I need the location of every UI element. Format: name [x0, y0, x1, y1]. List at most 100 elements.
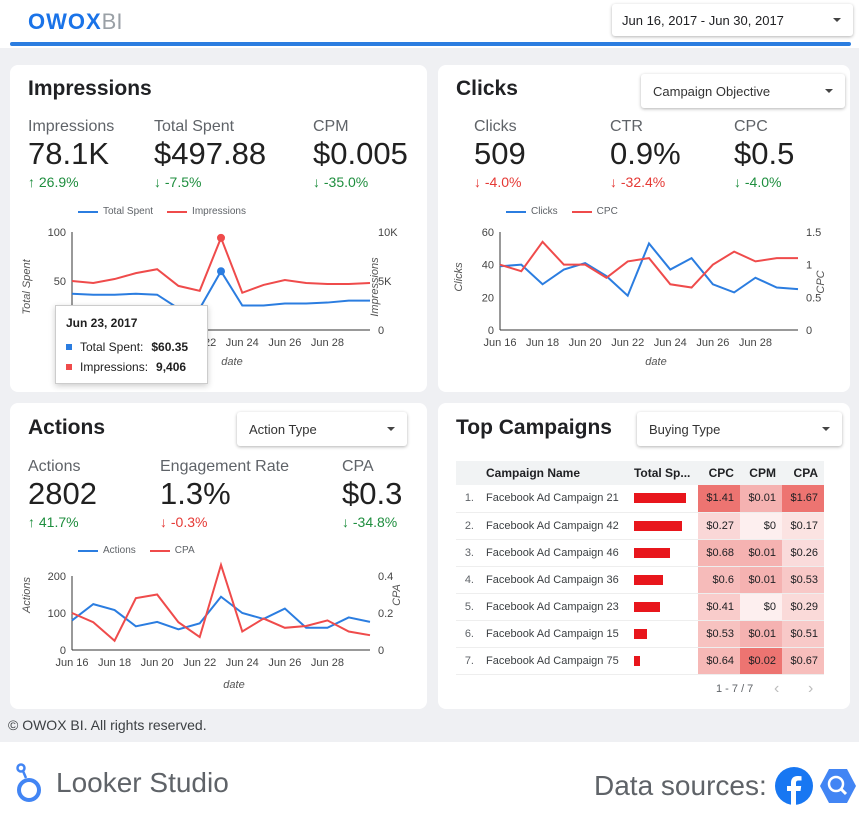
- legend-swatch: [167, 210, 188, 213]
- campaign-name: Facebook Ad Campaign 36: [478, 566, 634, 594]
- x-tick-label: Jun 20: [141, 657, 174, 669]
- total-spent-cell: [633, 539, 698, 567]
- total-spent-bar: [633, 520, 682, 531]
- col-campaign-name[interactable]: Campaign Name: [456, 461, 634, 485]
- y-tick-label: 100: [48, 227, 66, 239]
- campaign-name: Facebook Ad Campaign 42: [478, 512, 634, 540]
- x-tick-label: Jun 24: [654, 337, 687, 349]
- chevron-down-icon: [822, 427, 830, 431]
- facebook-icon: [775, 767, 813, 805]
- cpc-cell: $1.41: [697, 485, 740, 513]
- x-tick-label: Jun 26: [268, 657, 301, 669]
- col-cpm[interactable]: CPM: [739, 461, 782, 485]
- total-spent-bar: [633, 547, 671, 558]
- col-total-spent[interactable]: Total Sp...: [633, 461, 698, 485]
- x-tick-label: Jun 16: [55, 657, 88, 669]
- cpa-cell: $1.67: [781, 485, 824, 513]
- y2-tick-label: 0: [378, 645, 384, 657]
- y-axis-title: Actions: [21, 576, 33, 614]
- highlight-point: [217, 233, 225, 242]
- total-spent-cell: [633, 485, 698, 513]
- total-spent-bar: [633, 601, 660, 612]
- y-tick-label: 20: [482, 292, 494, 304]
- prev-page-icon[interactable]: ‹: [774, 680, 780, 697]
- series-line-cpc: [499, 240, 798, 289]
- clicks-legend: Clicks CPC: [506, 206, 618, 217]
- legend-swatch: [149, 549, 170, 552]
- cpa-cell: $0.17: [781, 512, 824, 540]
- campaign-objective-dropdown[interactable]: Campaign Objective: [641, 74, 845, 108]
- series-line-impressions: [71, 235, 371, 295]
- total-spent-cell: [633, 566, 698, 594]
- col-cpa[interactable]: CPA: [781, 461, 824, 485]
- cpa-cell: $0.29: [781, 593, 824, 621]
- table-row[interactable]: 3. Facebook Ad Campaign 46 $0.68 $0.01 $0.26: [456, 539, 824, 567]
- kpi-impressions: Impressions 78.1K ↑ 26.9%: [28, 118, 115, 190]
- series-line-total-spent: [71, 269, 370, 310]
- x-axis-title: date: [221, 356, 242, 368]
- y2-tick-label: 0: [378, 325, 384, 337]
- table-row[interactable]: 4. Facebook Ad Campaign 36 $0.6 $0.01 $0.53: [456, 566, 824, 594]
- y2-tick-label: 0: [806, 325, 812, 337]
- actions-card: [10, 403, 427, 709]
- cpc-cell: $0.27: [697, 512, 740, 540]
- table-row[interactable]: 7. Facebook Ad Campaign 75 $0.64 $0.02 $0.67: [456, 647, 824, 675]
- cpc-cell: $0.53: [697, 620, 740, 648]
- row-number: 7.: [456, 647, 478, 675]
- legend-swatch: [506, 210, 526, 213]
- bigquery-icon: [820, 769, 856, 803]
- x-tick-label: Jun 28: [739, 337, 772, 349]
- cpm-cell: $0.01: [739, 485, 782, 513]
- x-axis-title: date: [223, 679, 244, 691]
- data-sources-label: Data sources:: [594, 770, 767, 801]
- buying-type-dropdown[interactable]: Buying Type: [637, 412, 842, 446]
- x-tick-label: Jun 26: [696, 337, 729, 349]
- x-tick-label: Jun 24: [226, 337, 259, 349]
- x-tick-label: Jun 26: [268, 337, 301, 349]
- row-number: 3.: [456, 539, 478, 567]
- top-campaigns-title: Top Campaigns: [456, 416, 612, 439]
- y-tick-label: 50: [54, 276, 66, 288]
- table-row[interactable]: 6. Facebook Ad Campaign 15 $0.53 $0.01 $0.51: [456, 620, 824, 648]
- legend-swatch: [78, 210, 98, 213]
- cpm-cell: $0: [739, 512, 782, 540]
- campaign-name: Facebook Ad Campaign 23: [478, 593, 634, 621]
- cpm-cell: $0.01: [739, 620, 782, 648]
- cpm-cell: $0.01: [739, 566, 782, 594]
- y-tick-label: 100: [48, 608, 66, 620]
- cpc-cell: $0.6: [697, 566, 740, 594]
- looker-studio-brand: Looker Studio: [14, 762, 229, 804]
- impressions-legend: Total Spent Impressions: [78, 206, 246, 217]
- total-spent-cell: [633, 620, 698, 648]
- table-row[interactable]: 5. Facebook Ad Campaign 23 $0.41 $0 $0.29: [456, 593, 824, 621]
- action-type-dropdown[interactable]: Action Type: [237, 412, 407, 446]
- table-row[interactable]: 2. Facebook Ad Campaign 42 $0.27 $0 $0.17: [456, 512, 824, 540]
- total-spent-cell: [633, 512, 698, 540]
- series-line-actions: [71, 595, 371, 631]
- actions-legend: Actions CPA: [78, 545, 195, 556]
- cpa-cell: $0.51: [781, 620, 824, 648]
- y2-tick-label: 0.5: [806, 292, 821, 304]
- y-tick-label: 40: [482, 260, 494, 272]
- clicks-card: [438, 65, 850, 392]
- cpc-cell: $0.41: [697, 593, 740, 621]
- col-cpc[interactable]: CPC: [697, 461, 740, 485]
- cpm-cell: $0.02: [739, 647, 782, 675]
- row-number: 1.: [456, 485, 478, 513]
- row-number: 2.: [456, 512, 478, 540]
- campaign-name: Facebook Ad Campaign 21: [478, 485, 634, 513]
- table-row[interactable]: 1. Facebook Ad Campaign 21 $1.41 $0.01 $1.67: [456, 485, 824, 513]
- cpa-cell: $0.53: [781, 566, 824, 594]
- y-tick-label: 0: [60, 645, 66, 657]
- next-page-icon[interactable]: ›: [808, 680, 814, 697]
- y2-tick-label: 10K: [378, 227, 398, 239]
- y-axis-title: Clicks: [453, 262, 465, 292]
- kpi-cpm: CPM $0.005 ↓ -35.0%: [313, 118, 408, 190]
- date-range-picker[interactable]: Jun 16, 2017 - Jun 30, 2017: [612, 4, 853, 36]
- row-number: 4.: [456, 566, 478, 594]
- chart-tooltip: Jun 23, 2017 Total Spent: $60.35 Impressi…: [55, 305, 208, 384]
- x-tick-label: Jun 16: [483, 337, 516, 349]
- kpi-ctr: CTR 0.9% ↓ -32.4%: [610, 118, 681, 190]
- cpa-cell: $0.26: [781, 539, 824, 567]
- legend-swatch: [571, 210, 592, 213]
